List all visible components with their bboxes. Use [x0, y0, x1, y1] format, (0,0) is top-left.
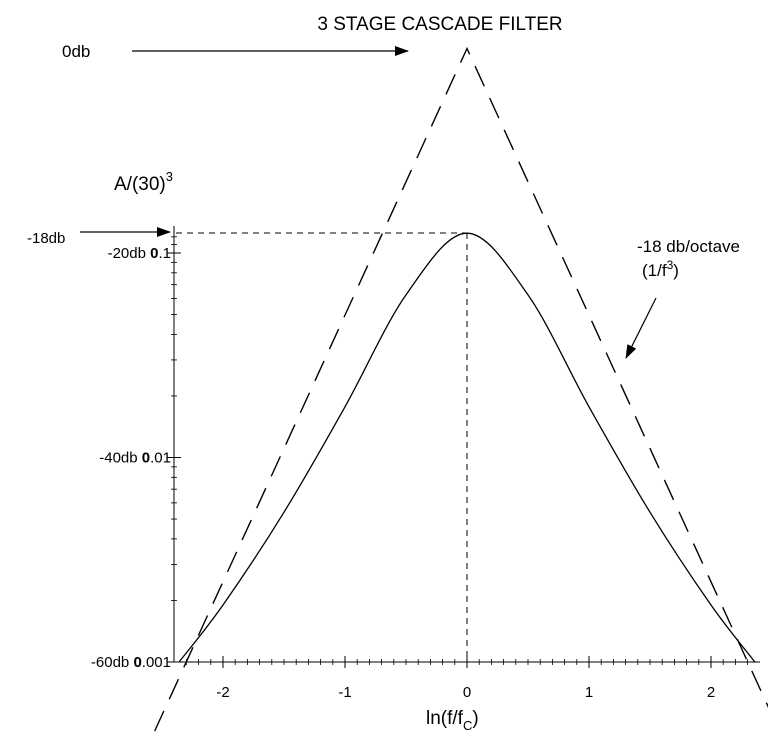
- slope-formula-close: ): [673, 261, 679, 280]
- slope-formula-sup: 3: [667, 258, 674, 272]
- x-tick-label: -2: [216, 684, 229, 701]
- slope-formula-main: (1/f: [642, 261, 667, 280]
- x-axis-label-main: ln(f/f: [426, 708, 464, 729]
- asymptote-series-line: [154, 46, 768, 732]
- x-tick-label: 0: [463, 684, 471, 701]
- slope-label: -18 db/octave: [637, 237, 740, 256]
- x-tick-label: 1: [585, 684, 593, 701]
- y-tick-db: -60db: [91, 654, 134, 671]
- y-tick-value-int: 0: [142, 450, 150, 467]
- y-tick-value-frac: .1: [158, 245, 171, 262]
- zero-db-label: 0db: [62, 42, 90, 61]
- x-axis-label: ln(f/fC): [426, 708, 479, 733]
- y-tick-value-int: 0: [133, 654, 141, 671]
- slope-arrow: [625, 297, 657, 359]
- x-axis-label-close: ): [472, 708, 478, 729]
- y-tick-label: -20db 0.1: [108, 245, 171, 262]
- x-tick-label: -1: [338, 684, 351, 701]
- peak-db-label: -18db: [27, 230, 65, 247]
- y-tick-db: -40db: [99, 450, 142, 467]
- chart-title: 3 STAGE CASCADE FILTER: [317, 14, 562, 35]
- y-tick-label: -40db 0.01: [99, 450, 171, 467]
- y-tick-label: -60db 0.001: [91, 654, 171, 671]
- y-axis-label: A/(30)3: [114, 169, 173, 195]
- slope-formula: (1/f3): [642, 258, 679, 280]
- x-axis-label-sub: C: [463, 718, 472, 733]
- response-series-line: [178, 232, 756, 663]
- x-tick-label: 2: [707, 684, 715, 701]
- y-tick-value-int: 0: [150, 245, 158, 262]
- x-ticks: -2 -1 0 1 2: [185, 656, 748, 701]
- y-ticks: -20db 0.1-40db 0.01-60db 0.001: [91, 236, 181, 671]
- y-axis-label-main: A/(30): [114, 174, 166, 195]
- y-tick-db: -20db: [108, 245, 151, 262]
- y-tick-value-frac: .01: [150, 450, 171, 467]
- y-tick-value-frac: .001: [142, 654, 171, 671]
- y-axis-label-sup: 3: [166, 169, 173, 184]
